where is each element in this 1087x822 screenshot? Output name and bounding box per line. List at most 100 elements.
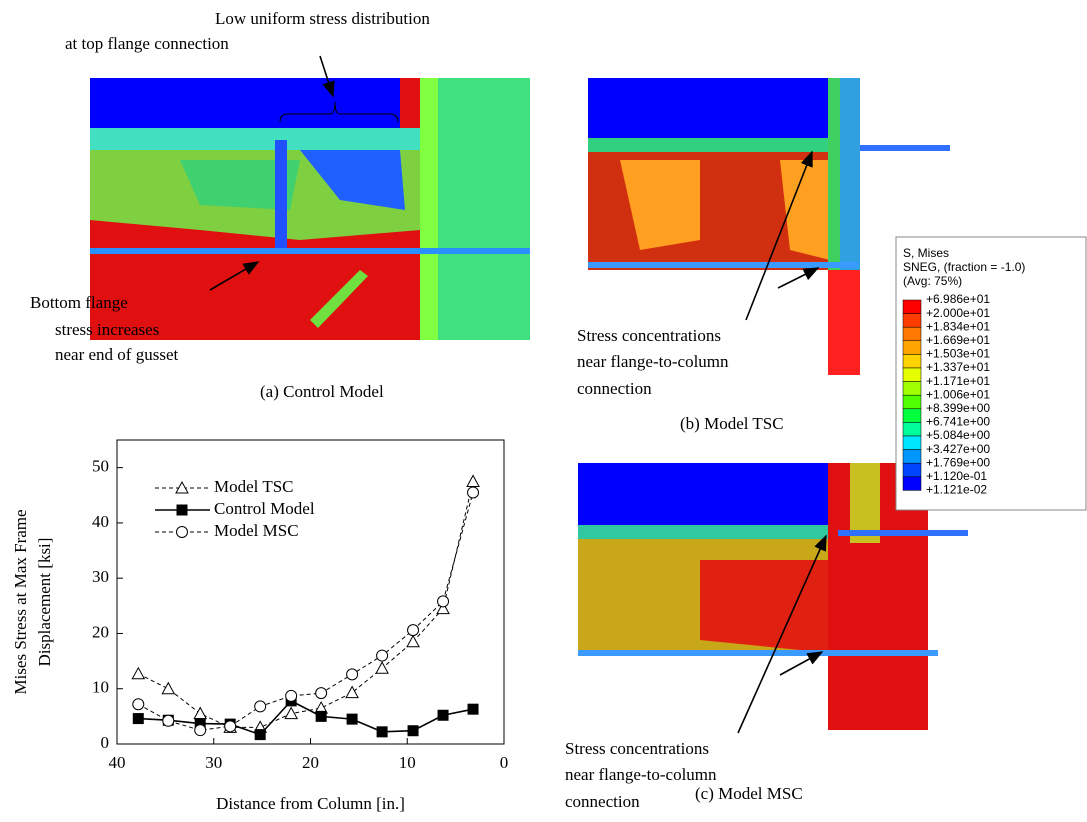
series-line [138, 701, 473, 735]
x-tick-label: 10 [399, 753, 416, 772]
x-tick-label: 20 [302, 753, 319, 772]
marker [163, 715, 174, 726]
colorbar-swatch [903, 354, 921, 368]
colorbar-swatch [903, 477, 921, 491]
y-tick-label: 20 [92, 622, 109, 641]
marker [377, 726, 388, 737]
marker [255, 729, 266, 740]
annotation: connection [577, 379, 652, 398]
marker [408, 625, 419, 636]
colorbar-label: +2.000e+01 [926, 306, 990, 320]
y-tick-label: 50 [92, 457, 109, 476]
marker [467, 475, 479, 486]
marker [407, 636, 419, 647]
y-axis-label: Mises Stress at Max Frame [11, 509, 30, 694]
colorbar-label: +1.120e-01 [926, 469, 987, 483]
y-tick-label: 40 [92, 512, 109, 531]
marker [162, 683, 174, 694]
caption: (c) Model MSC [695, 784, 803, 803]
page: {"chart_data":{"type":"line","x_label":"… [0, 0, 1087, 822]
colorbar-swatch [903, 368, 921, 382]
fea-image-a [90, 78, 530, 340]
colorbar-title: (Avg: 75%) [903, 274, 962, 288]
colorbar-swatch [903, 395, 921, 409]
annotation: connection [565, 792, 640, 811]
marker [133, 699, 144, 710]
x-tick-label: 40 [109, 753, 126, 772]
caption: (a) Control Model [260, 382, 384, 401]
y-tick-label: 0 [101, 733, 110, 752]
chart: 0 10 20 30 40 50 40 30 20 10 0 Distance from Column… [11, 440, 508, 813]
annotation: near end of gusset [55, 345, 178, 364]
colorbar-label: +6.986e+01 [926, 292, 990, 306]
annotation: Stress concentrations [565, 739, 709, 758]
colorbar-label: +1.171e+01 [926, 374, 990, 388]
colorbar-swatch [903, 327, 921, 341]
colorbar-swatch [903, 300, 921, 314]
x-tick-label: 0 [500, 753, 509, 772]
series-line [138, 481, 473, 727]
arrow [778, 268, 818, 288]
marker [194, 708, 206, 719]
y-tick-label: 30 [92, 567, 109, 586]
colorbar-label: +5.084e+00 [926, 428, 990, 442]
legend-label: Model TSC [214, 477, 294, 496]
colorbar-label: +1.006e+01 [926, 387, 990, 401]
colorbar-swatch [903, 450, 921, 464]
marker [316, 711, 327, 722]
colorbar-swatch [903, 436, 921, 450]
marker [177, 505, 188, 516]
colorbar-label: +1.669e+01 [926, 333, 990, 347]
marker [377, 650, 388, 661]
marker [195, 725, 206, 736]
colorbar-label: +8.399e+00 [926, 401, 990, 415]
colorbar-label: +3.427e+00 [926, 442, 990, 456]
colorbar-swatch [903, 463, 921, 477]
marker [286, 690, 297, 701]
marker [346, 687, 358, 698]
colorbar-title: SNEG, (fraction = -1.0) [903, 260, 1025, 274]
colorbar-label: +1.121e-02 [926, 483, 987, 497]
marker [177, 527, 188, 538]
colorbar-swatch [903, 314, 921, 328]
x-tick-label: 30 [205, 753, 222, 772]
marker [225, 721, 236, 732]
legend-label: Control Model [214, 499, 315, 518]
legend-label: Model MSC [214, 521, 299, 540]
colorbar-swatch [903, 422, 921, 436]
colorbar-label: +6.741e+00 [926, 415, 990, 429]
marker [133, 713, 144, 724]
colorbar-swatch [903, 409, 921, 423]
caption: (b) Model TSC [680, 414, 784, 433]
annotation: Low uniform stress distribution [215, 9, 430, 28]
series-line [138, 493, 473, 731]
annotation: near flange-to-column [565, 765, 717, 784]
marker [376, 662, 388, 673]
y-axis-label: Displacement [ksi] [35, 538, 54, 667]
annotation: at top flange connection [65, 34, 229, 53]
x-axis-label: Distance from Column [in.] [216, 794, 405, 813]
colorbar-swatch [903, 341, 921, 355]
marker [468, 487, 479, 498]
marker [468, 704, 479, 715]
annotation: near flange-to-column [577, 352, 729, 371]
colorbar-label: +1.834e+01 [926, 319, 990, 333]
marker [408, 725, 419, 736]
annotation: Bottom flange [30, 293, 128, 312]
annotation: stress increases [55, 320, 159, 339]
colorbar-label: +1.337e+01 [926, 360, 990, 374]
marker [316, 688, 327, 699]
y-tick-label: 10 [92, 678, 109, 697]
marker [347, 714, 358, 725]
marker [438, 596, 449, 607]
colorbar-title: S, Mises [903, 246, 949, 260]
colorbar-label: +1.769e+00 [926, 455, 990, 469]
marker [438, 710, 449, 721]
marker [255, 701, 266, 712]
annotation: Stress concentrations [577, 326, 721, 345]
figure: Low uniform stress distribution at top f… [0, 0, 1087, 822]
colorbar-swatch [903, 382, 921, 396]
marker [132, 668, 144, 679]
marker [347, 669, 358, 680]
